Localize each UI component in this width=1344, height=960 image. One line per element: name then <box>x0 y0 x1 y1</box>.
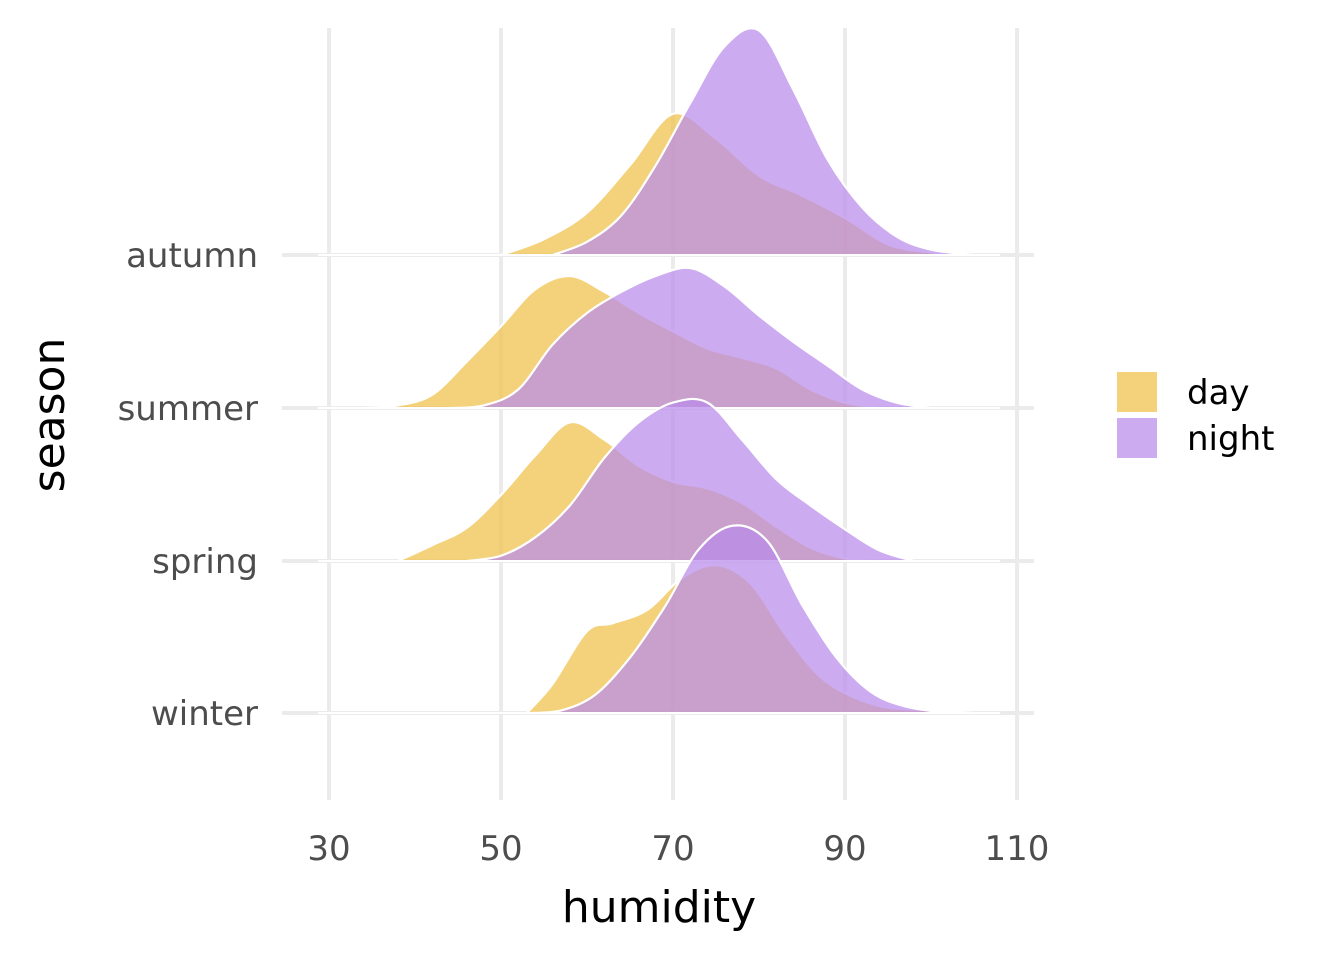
legend-key-night <box>1117 418 1157 458</box>
y-tick-label: summer <box>118 389 258 429</box>
legend-label-night: night <box>1187 419 1274 459</box>
x-axis-title: humidity <box>562 882 756 933</box>
ridge-night-spring <box>466 398 914 561</box>
ridge-night-summer <box>449 267 931 408</box>
legend-label-day: day <box>1187 373 1250 413</box>
x-tick-label: 90 <box>823 829 866 869</box>
x-tick-label: 110 <box>985 829 1050 869</box>
ridge-night-autumn <box>552 28 974 256</box>
legend: day night <box>1117 372 1274 459</box>
y-tick-label: spring <box>152 542 258 582</box>
x-tick-label: 50 <box>479 829 522 869</box>
y-axis-title: season <box>24 338 75 493</box>
legend-key-day <box>1117 372 1157 412</box>
ridge-outline-night-spring <box>466 397 915 563</box>
x-axis-ticks: 30 50 70 90 110 <box>307 829 1049 869</box>
y-tick-label: winter <box>151 694 258 734</box>
x-tick-label: 70 <box>651 829 694 869</box>
ridge-outline-night-autumn <box>552 27 975 257</box>
ridge-outline-night-winter <box>526 524 949 715</box>
y-axis-ticks: winter spring summer autumn <box>118 236 258 734</box>
y-tick-label: autumn <box>126 236 258 276</box>
ridge-outline-night-summer <box>449 266 932 410</box>
density-ridges <box>318 27 1000 715</box>
x-tick-label: 30 <box>307 829 350 869</box>
